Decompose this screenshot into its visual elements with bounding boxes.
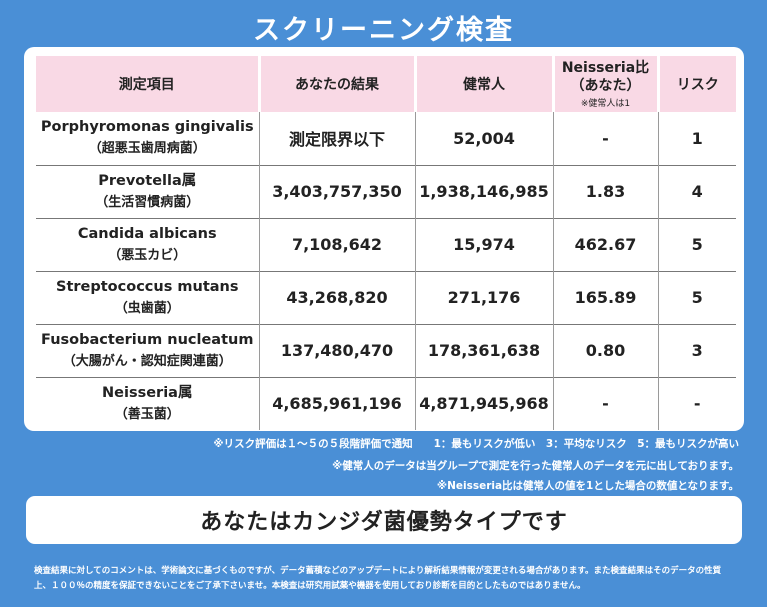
cell-ratio: -	[552, 376, 658, 430]
item-sub: （虫歯菌）	[114, 300, 180, 316]
verdict-banner: あなたはカンジダ菌優勢タイプです	[26, 496, 742, 544]
cell-ratio: 165.89	[552, 270, 658, 324]
table-row: Porphyromonas gingivalis （超悪玉歯周病菌） 測定限界以…	[36, 112, 736, 165]
cell-healthy: 4,871,945,968	[414, 376, 553, 430]
cell-item: Candida albicans （悪玉カビ）	[36, 217, 259, 271]
header-risk: リスク	[656, 56, 736, 112]
cell-item: Streptococcus mutans （虫歯菌）	[36, 270, 259, 324]
cell-healthy: 1,938,146,985	[414, 164, 553, 218]
cell-healthy: 271,176	[414, 270, 553, 324]
item-sub: （生活習慣病菌）	[95, 194, 200, 210]
item-name: Fusobacterium nucleatum	[41, 331, 254, 348]
cell-ratio: -	[552, 112, 658, 165]
header-item: 測定項目	[36, 56, 259, 112]
table-header-row: 測定項目 あなたの結果 健常人 Neisseria比 （あなた） ※健常人は1 …	[36, 56, 736, 112]
item-sub: （超悪玉歯周病菌）	[88, 141, 206, 157]
table-row: Streptococcus mutans （虫歯菌） 43,268,820 27…	[36, 270, 736, 324]
table-row: Prevotella属 （生活習慣病菌） 3,403,757,350 1,938…	[36, 164, 736, 218]
cell-result: 4,685,961,196	[258, 376, 415, 430]
cell-ratio: 462.67	[552, 217, 658, 271]
cell-item: Porphyromonas gingivalis （超悪玉歯周病菌）	[36, 112, 259, 165]
results-table: 測定項目 あなたの結果 健常人 Neisseria比 （あなた） ※健常人は1 …	[36, 56, 736, 430]
disclaimer: 検査結果に対してのコメントは、学術論文に基づくものですが、データ蓄積などのアップ…	[34, 564, 744, 594]
cell-result: 43,268,820	[258, 270, 415, 324]
cell-healthy: 15,974	[414, 217, 553, 271]
cell-item: Fusobacterium nucleatum （大腸がん・認知症関連菌）	[36, 323, 259, 377]
cell-risk: 5	[657, 217, 736, 271]
cell-ratio: 0.80	[552, 323, 658, 377]
item-name: Streptococcus mutans	[56, 278, 239, 295]
page-title: スクリーニング検査	[253, 15, 514, 46]
disclaimer-line2: 上、１００％の精度を保証できないことをご了承下さいませ。本検査は研究用試薬や機器…	[34, 581, 586, 591]
table-row: Neisseria属 （善玉菌） 4,685,961,196 4,871,945…	[36, 376, 736, 430]
cell-result: 3,403,757,350	[258, 164, 415, 218]
note-neisseria-ratio: ※Neisseria比は健常人の値を1とした場合の数値となります。	[436, 480, 739, 492]
cell-item: Prevotella属 （生活習慣病菌）	[36, 164, 259, 218]
header-ratio-line1: Neisseria比	[561, 60, 650, 76]
note-healthy-data: ※健常人のデータは当グループで測定を行った健常人のデータを元に出しております。	[332, 460, 739, 472]
item-name: Candida albicans	[77, 225, 217, 242]
disclaimer-line1: 検査結果に対してのコメントは、学術論文に基づくものですが、データ蓄積などのアップ…	[34, 566, 722, 576]
cell-risk: 4	[657, 164, 736, 218]
item-name: Prevotella属	[98, 172, 197, 189]
item-sub: （善玉菌）	[114, 406, 180, 422]
table-row: Fusobacterium nucleatum （大腸がん・認知症関連菌） 13…	[36, 323, 736, 377]
item-sub: （悪玉カビ）	[108, 247, 187, 263]
cell-result: 137,480,470	[258, 323, 415, 377]
cell-healthy: 52,004	[414, 112, 553, 165]
header-ratio-line2: （あなた）	[570, 78, 641, 94]
header-ratio-note: ※健常人は1	[580, 99, 631, 109]
header-result: あなたの結果	[257, 56, 415, 112]
item-name: Neisseria属	[102, 384, 193, 401]
cell-ratio: 1.83	[552, 164, 658, 218]
cell-result: 7,108,642	[258, 217, 415, 271]
cell-item: Neisseria属 （善玉菌）	[36, 376, 259, 430]
cell-risk: 3	[657, 323, 736, 377]
cell-risk: 5	[657, 270, 736, 324]
table-row: Candida albicans （悪玉カビ） 7,108,642 15,974…	[36, 217, 736, 271]
cell-healthy: 178,361,638	[414, 323, 553, 377]
header-healthy: 健常人	[413, 56, 553, 112]
cell-risk: 1	[657, 112, 736, 165]
note-risk-scale: ※リスク評価は１～５の５段階評価で通知 1：最もリスクが低い 3：平均なリスク …	[213, 438, 739, 450]
header-ratio: Neisseria比 （あなた） ※健常人は1	[551, 56, 658, 112]
item-sub: （大腸がん・認知症関連菌）	[62, 353, 232, 369]
cell-result: 測定限界以下	[258, 112, 415, 165]
results-card: 測定項目 あなたの結果 健常人 Neisseria比 （あなた） ※健常人は1 …	[24, 47, 744, 431]
cell-risk: -	[657, 376, 736, 430]
item-name: Porphyromonas gingivalis	[40, 119, 254, 136]
